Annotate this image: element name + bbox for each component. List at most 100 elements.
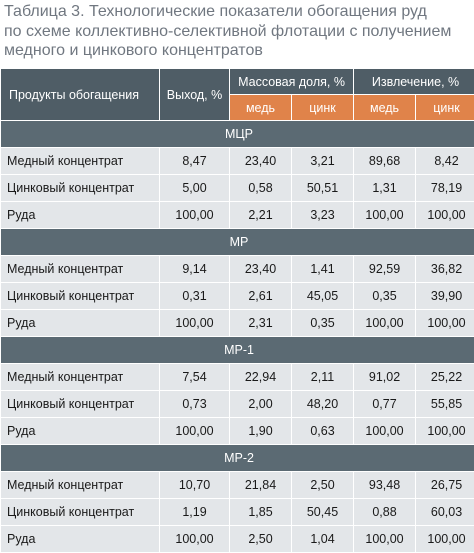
header-mass-fraction: Массовая доля, % — [230, 69, 354, 95]
mass-copper-cell: 2,21 — [230, 202, 292, 229]
table-row: Руда 100,00 2,50 1,04 100,00 100,00 — [1, 526, 474, 553]
yield-cell: 7,54 — [160, 364, 230, 391]
table-caption: Таблица 3. Технологические показатели об… — [0, 0, 474, 68]
yield-cell: 8,47 — [160, 148, 230, 175]
table-row: Медный концентрат 8,47 23,40 3,21 89,68 … — [1, 148, 474, 175]
table-row: Медный концентрат 7,54 22,94 2,11 91,02 … — [1, 364, 474, 391]
mass-copper-cell: 23,40 — [230, 256, 292, 283]
product-name: Руда — [1, 202, 160, 229]
mass-copper-cell: 2,61 — [230, 283, 292, 310]
recovery-copper-cell: 0,88 — [354, 499, 416, 526]
header-recovery-zinc: цинк — [416, 95, 474, 121]
recovery-copper-cell: 0,35 — [354, 283, 416, 310]
mass-copper-cell: 1,90 — [230, 418, 292, 445]
mass-zinc-cell: 3,23 — [292, 202, 354, 229]
mass-zinc-cell: 50,45 — [292, 499, 354, 526]
recovery-zinc-cell: 8,42 — [416, 148, 474, 175]
recovery-zinc-cell: 100,00 — [416, 418, 474, 445]
recovery-copper-cell: 0,77 — [354, 391, 416, 418]
recovery-copper-cell: 100,00 — [354, 310, 416, 337]
mass-copper-cell: 0,58 — [230, 175, 292, 202]
mass-zinc-cell: 1,41 — [292, 256, 354, 283]
product-name: Медный концентрат — [1, 364, 160, 391]
mass-zinc-cell: 0,35 — [292, 310, 354, 337]
yield-cell: 9,14 — [160, 256, 230, 283]
product-name: Цинковый концентрат — [1, 499, 160, 526]
caption-line: Таблица 3. Технологические показатели об… — [4, 2, 468, 22]
recovery-copper-cell: 100,00 — [354, 418, 416, 445]
header-mass-zinc: цинк — [292, 95, 354, 121]
recovery-copper-cell: 91,02 — [354, 364, 416, 391]
recovery-zinc-cell: 100,00 — [416, 526, 474, 553]
product-name: Медный концентрат — [1, 256, 160, 283]
product-name: Цинковый концентрат — [1, 283, 160, 310]
mass-copper-cell: 2,50 — [230, 526, 292, 553]
mass-copper-cell: 23,40 — [230, 148, 292, 175]
product-name: Руда — [1, 418, 160, 445]
table-row: Руда 100,00 2,31 0,35 100,00 100,00 — [1, 310, 474, 337]
mass-zinc-cell: 48,20 — [292, 391, 354, 418]
mass-copper-cell: 1,85 — [230, 499, 292, 526]
header-recovery-copper: медь — [354, 95, 416, 121]
table-row: Медный концентрат 10,70 21,84 2,50 93,48… — [1, 472, 474, 499]
table-row: Цинковый концентрат 0,31 2,61 45,05 0,35… — [1, 283, 474, 310]
mass-copper-cell: 2,31 — [230, 310, 292, 337]
yield-cell: 100,00 — [160, 202, 230, 229]
recovery-copper-cell: 1,31 — [354, 175, 416, 202]
header-product: Продукты обогащения — [1, 69, 160, 121]
table-row: Цинковый концентрат 0,73 2,00 48,20 0,77… — [1, 391, 474, 418]
yield-cell: 1,19 — [160, 499, 230, 526]
recovery-copper-cell: 89,68 — [354, 148, 416, 175]
recovery-copper-cell: 100,00 — [354, 202, 416, 229]
mass-zinc-cell: 2,11 — [292, 364, 354, 391]
mass-zinc-cell: 2,50 — [292, 472, 354, 499]
table-row: Медный концентрат 9,14 23,40 1,41 92,59 … — [1, 256, 474, 283]
recovery-zinc-cell: 78,19 — [416, 175, 474, 202]
table-row: Руда 100,00 1,90 0,63 100,00 100,00 — [1, 418, 474, 445]
recovery-copper-cell: 100,00 — [354, 526, 416, 553]
mass-zinc-cell: 45,05 — [292, 283, 354, 310]
section-title: МР-1 — [1, 337, 474, 364]
table-row: Цинковый концентрат 1,19 1,85 50,45 0,88… — [1, 499, 474, 526]
data-table: Продукты обогащения Выход, % Массовая до… — [0, 68, 474, 553]
mass-copper-cell: 22,94 — [230, 364, 292, 391]
section-title: МЦР — [1, 121, 474, 148]
recovery-zinc-cell: 26,75 — [416, 472, 474, 499]
mass-zinc-cell: 50,51 — [292, 175, 354, 202]
mass-zinc-cell: 3,21 — [292, 148, 354, 175]
table-row: Руда 100,00 2,21 3,23 100,00 100,00 — [1, 202, 474, 229]
product-name: Руда — [1, 526, 160, 553]
caption-line: по схеме коллективно-селективной флотаци… — [4, 22, 468, 42]
yield-cell: 100,00 — [160, 526, 230, 553]
recovery-copper-cell: 92,59 — [354, 256, 416, 283]
yield-cell: 10,70 — [160, 472, 230, 499]
caption-line: медного и цинкового концентратов — [4, 41, 468, 61]
table-row: Цинковый концентрат 5,00 0,58 50,51 1,31… — [1, 175, 474, 202]
recovery-zinc-cell: 25,22 — [416, 364, 474, 391]
yield-cell: 0,31 — [160, 283, 230, 310]
yield-cell: 5,00 — [160, 175, 230, 202]
product-name: Медный концентрат — [1, 148, 160, 175]
mass-zinc-cell: 0,63 — [292, 418, 354, 445]
section-title: МР — [1, 229, 474, 256]
mass-zinc-cell: 1,04 — [292, 526, 354, 553]
yield-cell: 0,73 — [160, 391, 230, 418]
header-mass-copper: медь — [230, 95, 292, 121]
product-name: Цинковый концентрат — [1, 391, 160, 418]
recovery-zinc-cell: 55,85 — [416, 391, 474, 418]
yield-cell: 100,00 — [160, 310, 230, 337]
mass-copper-cell: 21,84 — [230, 472, 292, 499]
recovery-zinc-cell: 100,00 — [416, 202, 474, 229]
product-name: Руда — [1, 310, 160, 337]
header-recovery: Извлечение, % — [354, 69, 474, 95]
section-title: МР-2 — [1, 445, 474, 472]
recovery-copper-cell: 93,48 — [354, 472, 416, 499]
recovery-zinc-cell: 100,00 — [416, 310, 474, 337]
mass-copper-cell: 2,00 — [230, 391, 292, 418]
recovery-zinc-cell: 60,03 — [416, 499, 474, 526]
product-name: Медный концентрат — [1, 472, 160, 499]
product-name: Цинковый концентрат — [1, 175, 160, 202]
header-yield: Выход, % — [160, 69, 230, 121]
recovery-zinc-cell: 36,82 — [416, 256, 474, 283]
recovery-zinc-cell: 39,90 — [416, 283, 474, 310]
